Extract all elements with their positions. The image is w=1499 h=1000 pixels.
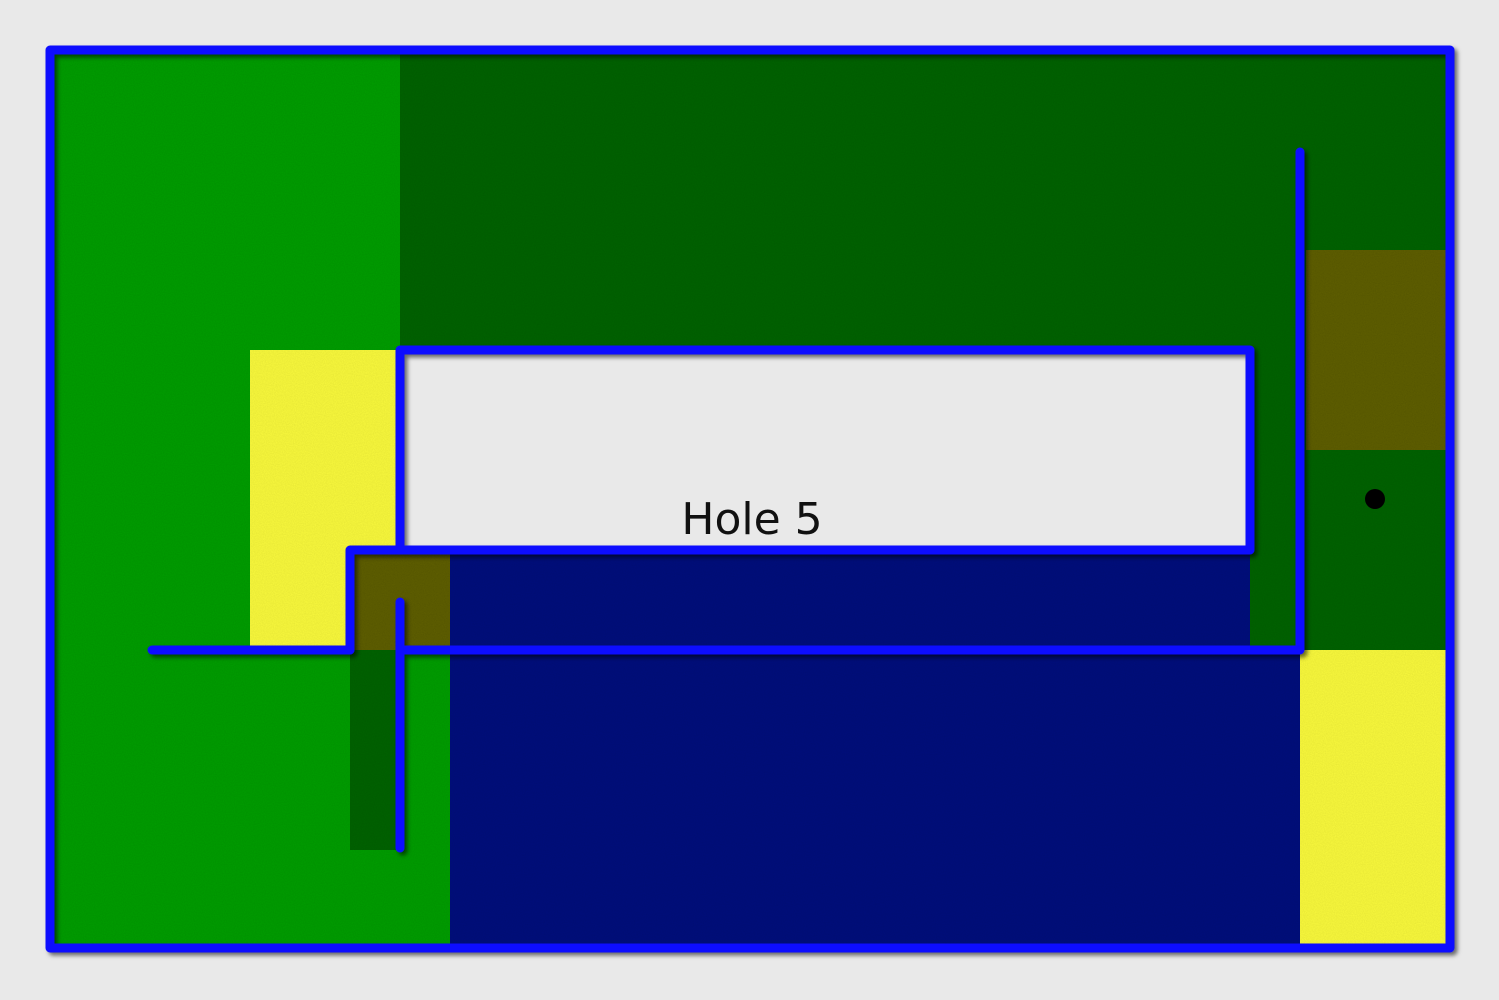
sand-right <box>1300 650 1446 946</box>
rough-top <box>400 52 1446 350</box>
out-of-bounds-area <box>405 355 1250 545</box>
water-upper <box>450 550 1250 650</box>
mud-right <box>1306 250 1446 450</box>
rough-small-strip <box>350 650 400 850</box>
rough-right-upper <box>1300 52 1446 250</box>
water-lower <box>450 650 1300 946</box>
hole-label: Hole 5 <box>681 494 822 545</box>
hole-cup[interactable] <box>1365 489 1385 509</box>
rough-right-mid <box>1306 450 1446 650</box>
